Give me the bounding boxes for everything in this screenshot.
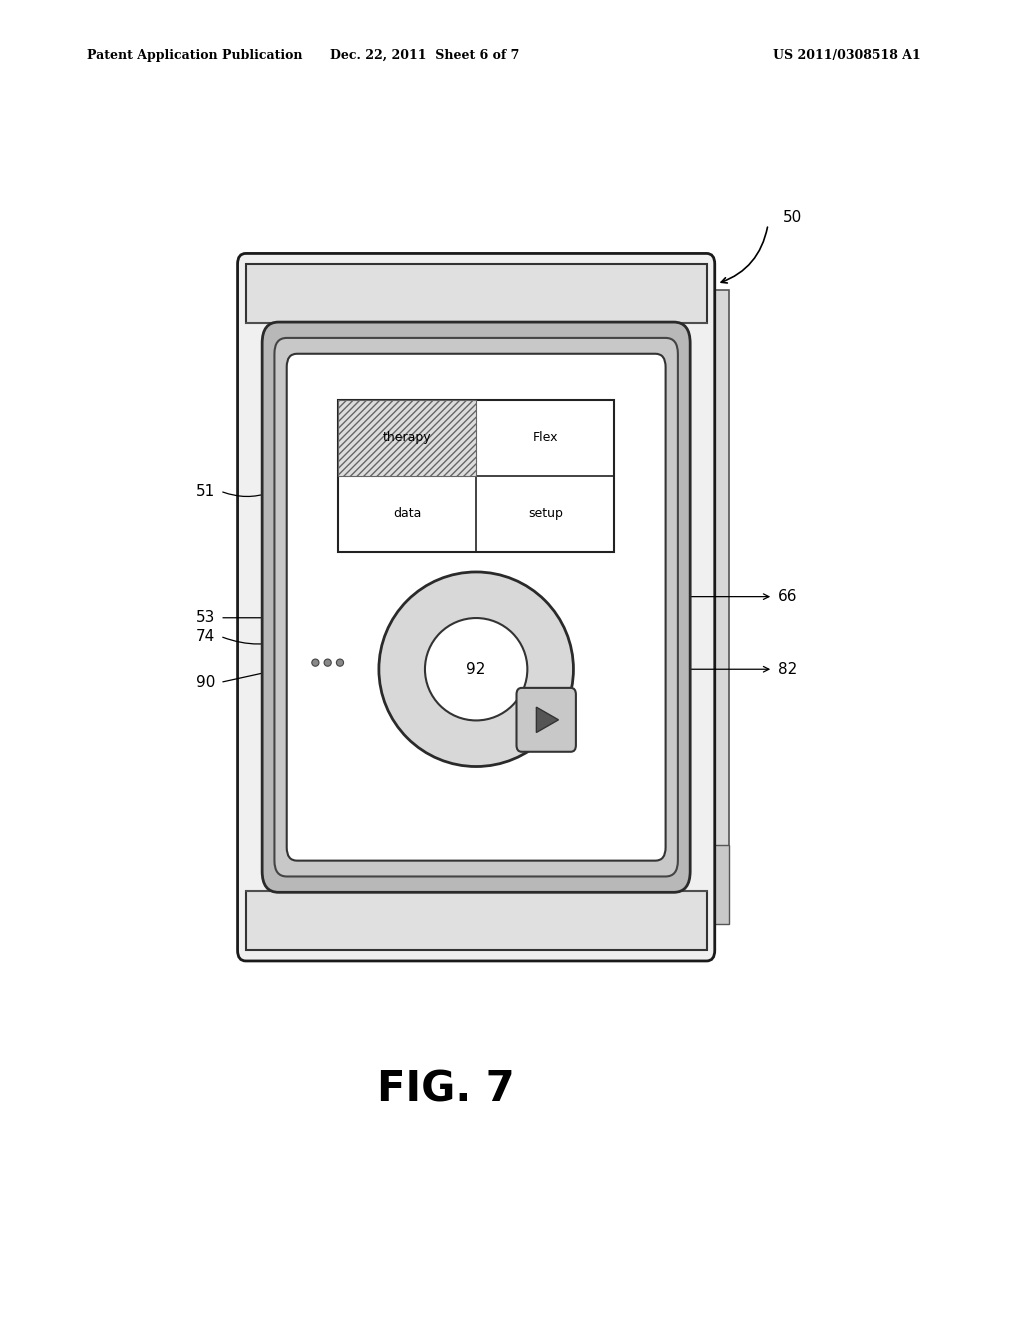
- Ellipse shape: [336, 659, 344, 667]
- Text: Patent Application Publication: Patent Application Publication: [87, 49, 302, 62]
- Text: FIG. 7: FIG. 7: [377, 1068, 514, 1110]
- Text: 76: 76: [400, 752, 420, 768]
- Text: 79: 79: [620, 368, 639, 384]
- Ellipse shape: [425, 618, 527, 721]
- FancyBboxPatch shape: [238, 253, 715, 961]
- Text: 66: 66: [778, 589, 798, 605]
- Bar: [246, 264, 707, 323]
- Text: 78: 78: [313, 368, 333, 384]
- Text: data: data: [393, 507, 421, 520]
- Text: 53: 53: [196, 610, 215, 626]
- Text: 74: 74: [196, 628, 215, 644]
- FancyBboxPatch shape: [274, 338, 678, 876]
- FancyBboxPatch shape: [516, 688, 575, 752]
- Text: US 2011/0308518 A1: US 2011/0308518 A1: [773, 49, 921, 62]
- Text: therapy: therapy: [383, 432, 431, 445]
- Polygon shape: [537, 708, 558, 733]
- Text: 72: 72: [620, 466, 639, 480]
- Bar: [338, 400, 476, 475]
- Text: setup: setup: [527, 507, 563, 520]
- Text: 92: 92: [467, 661, 485, 677]
- Text: 51: 51: [196, 483, 215, 499]
- Text: Dec. 22, 2011  Sheet 6 of 7: Dec. 22, 2011 Sheet 6 of 7: [331, 49, 519, 62]
- Ellipse shape: [379, 572, 573, 767]
- FancyBboxPatch shape: [262, 322, 690, 892]
- Ellipse shape: [325, 659, 332, 667]
- Bar: [338, 400, 476, 475]
- FancyBboxPatch shape: [287, 354, 666, 861]
- Text: 88: 88: [313, 466, 333, 480]
- Polygon shape: [707, 845, 729, 924]
- Text: 50: 50: [783, 210, 803, 226]
- Text: 82: 82: [778, 661, 798, 677]
- Bar: [338, 400, 614, 552]
- Text: 81: 81: [313, 565, 333, 581]
- Text: 96: 96: [551, 653, 570, 668]
- Ellipse shape: [312, 659, 319, 667]
- Text: 80: 80: [620, 565, 639, 581]
- Bar: [246, 891, 707, 950]
- Text: Flex: Flex: [532, 432, 558, 445]
- Text: 90: 90: [196, 675, 215, 690]
- Polygon shape: [707, 290, 729, 924]
